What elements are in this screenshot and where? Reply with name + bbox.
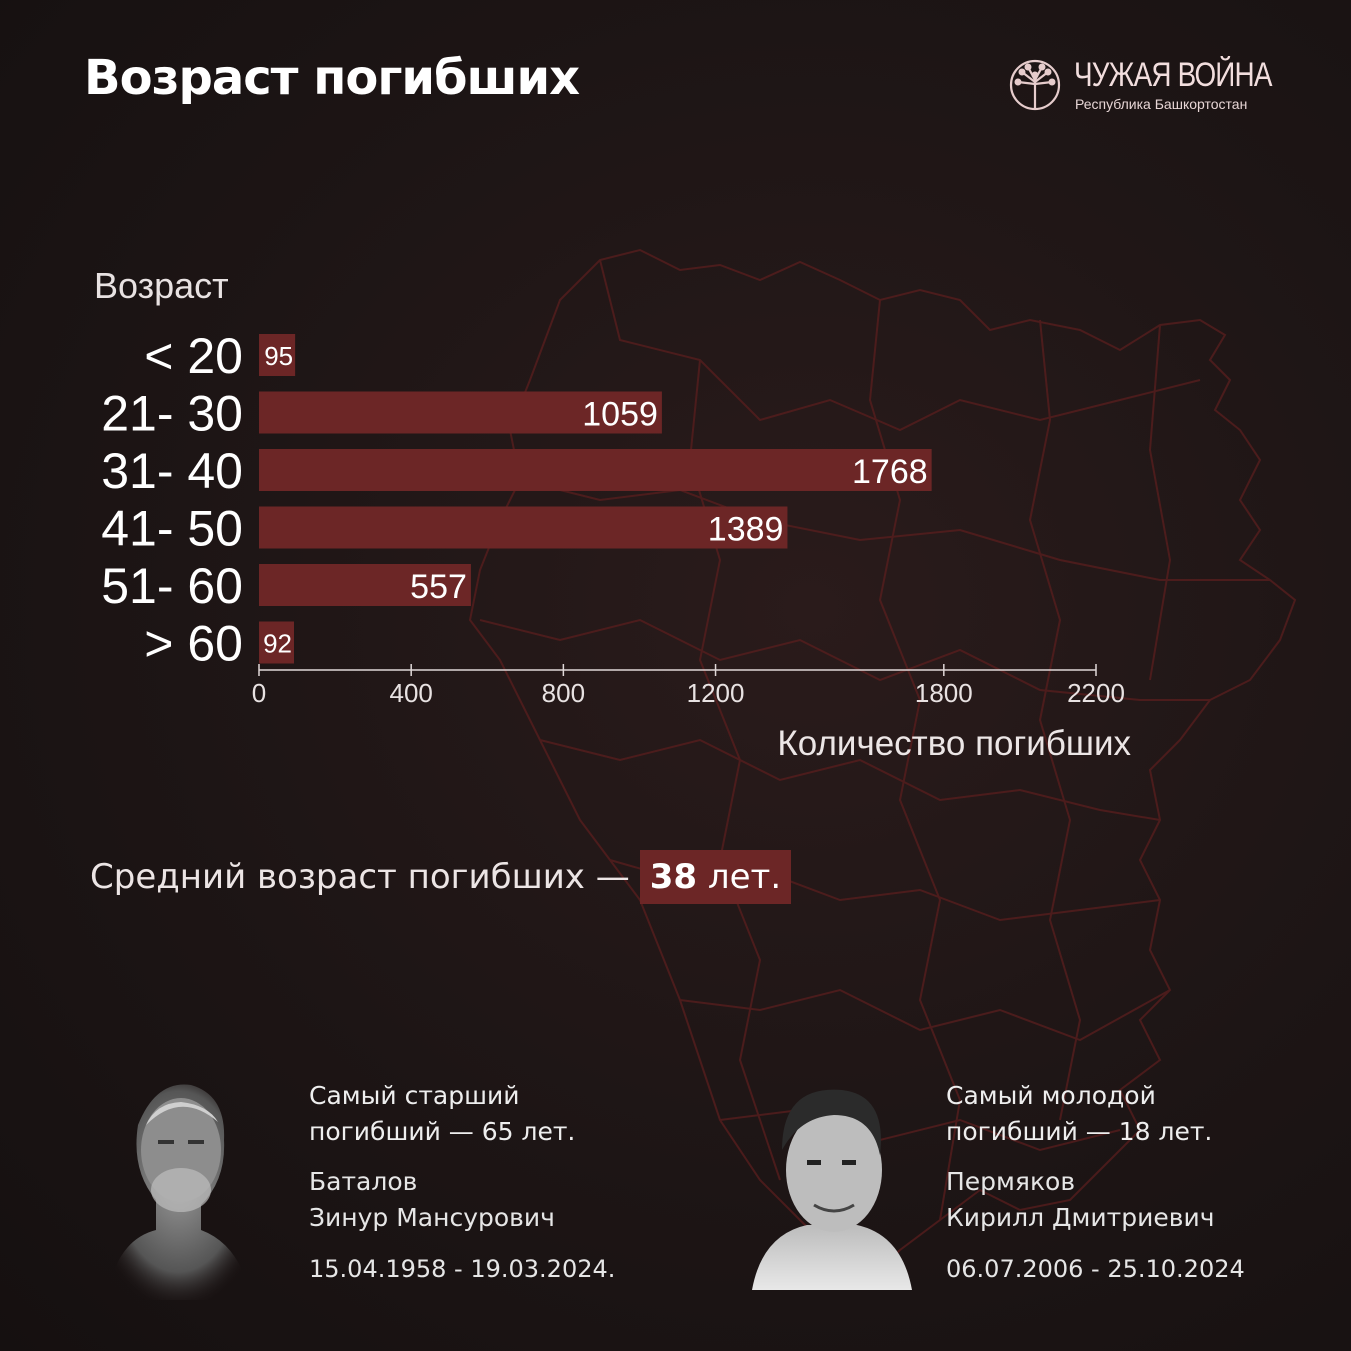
logo-subtitle: Республика Башкортостан [1075, 96, 1248, 112]
bar [259, 506, 788, 549]
bar-value-label: 557 [410, 568, 467, 606]
youngest-surname: Пермяков [946, 1167, 1076, 1196]
oldest-caption: Самый старший погибший — 65 лет. [309, 1078, 575, 1150]
bar-value-label: 95 [264, 341, 293, 371]
youngest-caption-line1: Самый молодой [946, 1081, 1156, 1110]
x-tick-label: 1200 [687, 678, 745, 708]
brand-logo [1009, 59, 1061, 111]
average-age-line: Средний возраст погибших — 38 лет. [90, 850, 792, 904]
oldest-name: Баталов Зинур Мансурович [309, 1164, 555, 1236]
youngest-dates: 06.07.2006 - 25.10.2024 [946, 1255, 1245, 1283]
oldest-portrait [96, 1070, 256, 1300]
average-value: 38 [649, 857, 698, 897]
youngest-name: Пермяков Кирилл Дмитриевич [946, 1164, 1214, 1236]
bar [259, 391, 662, 434]
youngest-caption: Самый молодой погибший — 18 лет. [946, 1078, 1212, 1150]
x-tick-label: 2200 [1067, 678, 1125, 708]
category-label: 31- 40 [101, 443, 243, 499]
x-tick-label: 800 [542, 678, 585, 708]
oldest-given-names: Зинур Мансурович [309, 1203, 555, 1232]
x-axis-title: Количество погибших [777, 724, 1131, 763]
age-bar-chart: Возраст < 20 95 21- 30 1059 31- 40 1768 41- 50… [94, 265, 1131, 763]
bar-value-label: 1768 [852, 453, 928, 491]
youngest-caption-line2: погибший — 18 лет. [946, 1117, 1213, 1146]
category-label: < 20 [144, 328, 243, 384]
category-label: 41- 50 [101, 501, 243, 557]
bar-value-label: 1059 [582, 396, 658, 434]
x-tick-label: 400 [389, 678, 432, 708]
category-label: 21- 30 [101, 386, 243, 442]
oldest-surname: Баталов [309, 1167, 418, 1196]
average-prefix: Средний возраст погибших — [90, 857, 630, 897]
logo-title: ЧУЖАЯ ВОЙНА [1074, 56, 1272, 94]
oldest-caption-line1: Самый старший [309, 1081, 520, 1110]
bar [259, 334, 296, 376]
x-tick-label: 1800 [915, 678, 973, 708]
bar [259, 449, 932, 491]
bar-value-label: 92 [263, 629, 292, 659]
oldest-caption-line2: погибший — 65 лет. [309, 1117, 576, 1146]
bar [259, 564, 471, 606]
average-suffix: лет. [707, 857, 782, 897]
page-title: Возраст погибших [84, 50, 580, 106]
y-axis-title: Возраст [94, 265, 229, 306]
youngest-given-names: Кирилл Дмитриевич [946, 1203, 1215, 1232]
bar-value-label: 1389 [708, 511, 784, 549]
dandelion-icon [1009, 59, 1061, 111]
average-highlight: 38 лет. [639, 850, 792, 904]
youngest-portrait [752, 1075, 912, 1290]
x-tick-label: 0 [252, 678, 266, 708]
category-label: > 60 [144, 616, 243, 672]
bar [259, 621, 295, 664]
oldest-dates: 15.04.1958 - 19.03.2024. [309, 1255, 616, 1283]
category-label: 51- 60 [101, 558, 243, 614]
